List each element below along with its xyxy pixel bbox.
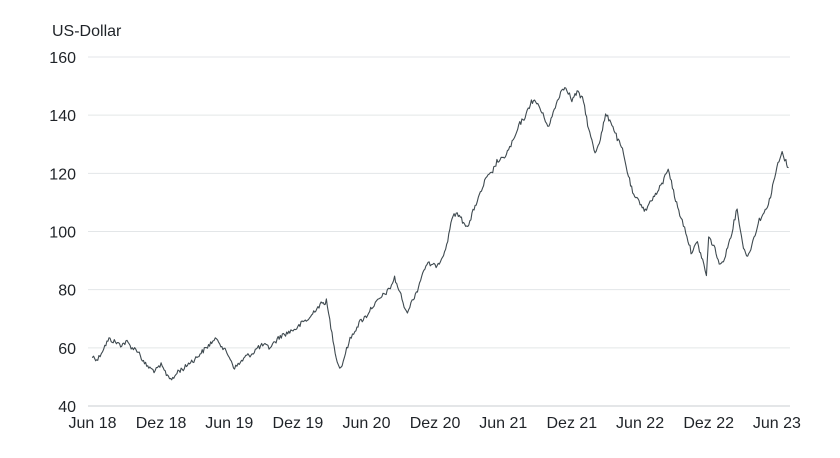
x-tick-label: Jun 21 bbox=[479, 415, 527, 432]
x-tick-label: Jun 20 bbox=[342, 415, 390, 432]
y-axis-unit-label: US-Dollar bbox=[52, 23, 122, 40]
x-tick-label: Dez 20 bbox=[410, 415, 461, 432]
y-tick-label: 80 bbox=[58, 283, 76, 300]
x-tick-label: Jun 18 bbox=[68, 415, 116, 432]
grid-layer bbox=[88, 56, 790, 407]
y-axis: 40 60 80 100 120 140 160 bbox=[49, 50, 76, 416]
x-tick-label: Dez 21 bbox=[547, 415, 598, 432]
x-axis: Jun 18 Dez 18 Jun 19 Dez 19 Jun 20 Dez 20 Jun … bbox=[68, 415, 801, 432]
y-tick-label: 100 bbox=[49, 225, 76, 242]
y-tick-label: 60 bbox=[58, 341, 76, 358]
x-tick-label: Dez 18 bbox=[136, 415, 187, 432]
x-tick-label: Dez 19 bbox=[273, 415, 324, 432]
price-series-line bbox=[91, 86, 789, 381]
y-tick-label: 40 bbox=[58, 399, 76, 416]
y-tick-label: 120 bbox=[49, 166, 76, 183]
x-tick-label: Jun 19 bbox=[205, 415, 253, 432]
series-layer bbox=[91, 86, 789, 381]
y-tick-label: 140 bbox=[49, 108, 76, 125]
x-tick-label: Jun 23 bbox=[753, 415, 801, 432]
x-tick-label: Jun 22 bbox=[616, 415, 664, 432]
x-tick-label: Dez 22 bbox=[683, 415, 734, 432]
y-tick-label: 160 bbox=[49, 50, 76, 67]
